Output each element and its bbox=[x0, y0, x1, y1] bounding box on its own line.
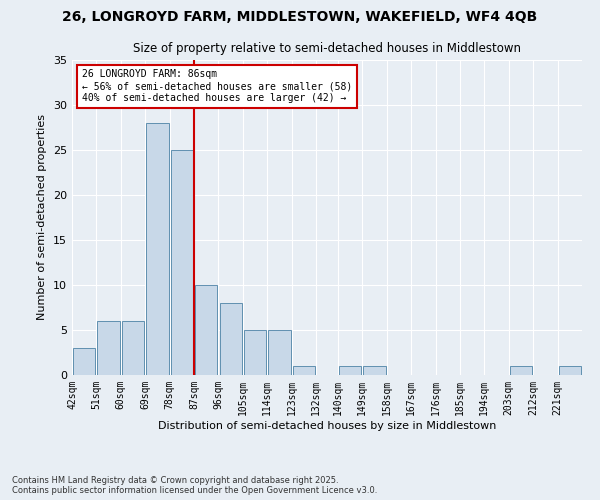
X-axis label: Distribution of semi-detached houses by size in Middlestown: Distribution of semi-detached houses by … bbox=[158, 420, 496, 430]
Bar bbox=[339, 366, 361, 375]
Bar bbox=[510, 366, 532, 375]
Bar bbox=[293, 366, 315, 375]
Bar bbox=[171, 150, 193, 375]
Bar bbox=[122, 321, 144, 375]
Bar bbox=[195, 285, 217, 375]
Text: 26, LONGROYD FARM, MIDDLESTOWN, WAKEFIELD, WF4 4QB: 26, LONGROYD FARM, MIDDLESTOWN, WAKEFIEL… bbox=[62, 10, 538, 24]
Title: Size of property relative to semi-detached houses in Middlestown: Size of property relative to semi-detach… bbox=[133, 42, 521, 54]
Bar bbox=[97, 321, 120, 375]
Bar bbox=[244, 330, 266, 375]
Bar bbox=[559, 366, 581, 375]
Bar bbox=[220, 303, 242, 375]
Bar bbox=[364, 366, 386, 375]
Bar bbox=[73, 348, 95, 375]
Text: 26 LONGROYD FARM: 86sqm
← 56% of semi-detached houses are smaller (58)
40% of se: 26 LONGROYD FARM: 86sqm ← 56% of semi-de… bbox=[82, 70, 352, 102]
Bar bbox=[268, 330, 290, 375]
Text: Contains HM Land Registry data © Crown copyright and database right 2025.
Contai: Contains HM Land Registry data © Crown c… bbox=[12, 476, 377, 495]
Bar bbox=[146, 123, 169, 375]
Y-axis label: Number of semi-detached properties: Number of semi-detached properties bbox=[37, 114, 47, 320]
